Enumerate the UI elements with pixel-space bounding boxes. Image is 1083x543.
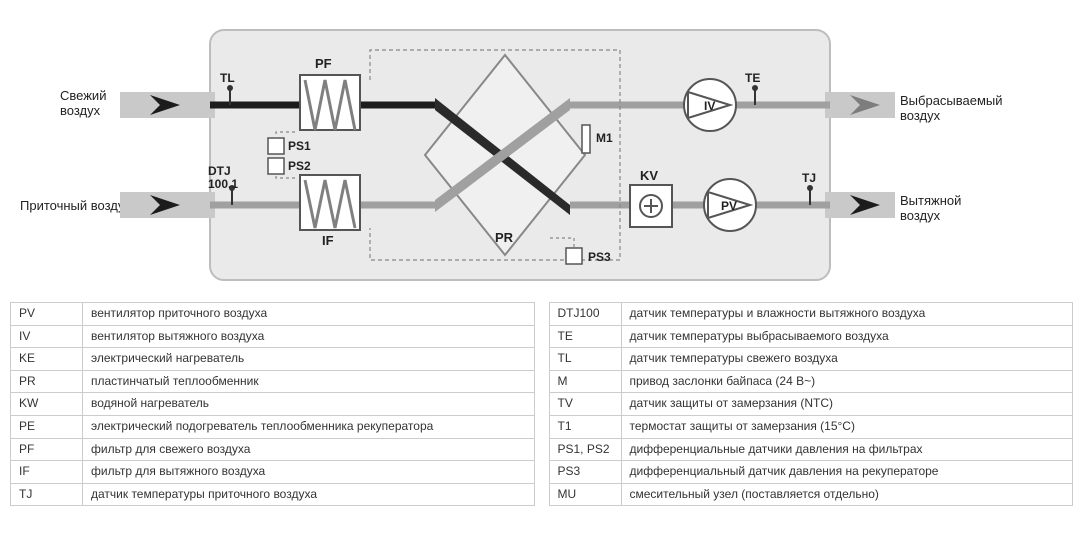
tl-probe	[227, 85, 233, 91]
legend-desc: электрический подогреватель теплообменни…	[83, 415, 535, 438]
table-row: TJдатчик температуры приточного воздуха	[11, 483, 535, 506]
legend-desc: дифференциальные датчики давления на фил…	[621, 438, 1073, 461]
table-row: TVдатчик защиты от замерзания (NTC)	[549, 393, 1073, 416]
table-row: PS1, PS2дифференциальные датчики давлени…	[549, 438, 1073, 461]
label-dtj: DTJ 100.1	[208, 164, 238, 191]
table-row: KWводяной нагреватель	[11, 393, 535, 416]
fan-iv: IV	[684, 79, 736, 131]
table-row: TEдатчик температуры выбрасываемого возд…	[549, 325, 1073, 348]
legend-desc: датчик температуры выбрасываемого воздух…	[621, 325, 1073, 348]
legend-desc: датчик температуры свежего воздуха	[621, 348, 1073, 371]
legend-code: PV	[11, 303, 83, 326]
legend-code: MU	[549, 483, 621, 506]
table-row: PVвентилятор приточного воздуха	[11, 303, 535, 326]
legend-code: PR	[11, 370, 83, 393]
table-row: Mпривод заслонки байпаса (24 В~)	[549, 370, 1073, 393]
svg-text:PF: PF	[315, 56, 332, 71]
legend-desc: датчик температуры и влажности вытяжного…	[621, 303, 1073, 326]
legend-tables: PVвентилятор приточного воздухаIVвентиля…	[10, 302, 1073, 506]
table-row: MUсмесительный узел (поставляется отдель…	[549, 483, 1073, 506]
legend-desc: водяной нагреватель	[83, 393, 535, 416]
legend-code: KE	[11, 348, 83, 371]
label-exhaust-air: Выбрасываемый воздух	[900, 93, 1006, 123]
label-fresh-air: Свежий воздух	[60, 88, 110, 118]
label-ps2: PS2	[288, 159, 311, 173]
legend-code: TV	[549, 393, 621, 416]
legend-desc: электрический нагреватель	[83, 348, 535, 371]
svg-text:IF: IF	[322, 233, 334, 248]
tj-probe	[807, 185, 813, 191]
te-probe	[752, 85, 758, 91]
legend-desc: пластинчатый теплообменник	[83, 370, 535, 393]
legend-code: PS3	[549, 461, 621, 484]
legend-code: TJ	[11, 483, 83, 506]
svg-text:KV: KV	[640, 168, 658, 183]
label-m1: M1	[596, 131, 613, 145]
legend-code: PE	[11, 415, 83, 438]
svg-text:PR: PR	[495, 230, 514, 245]
legend-desc: датчик температуры приточного воздуха	[83, 483, 535, 506]
label-extract-air: Вытяжной воздух	[900, 193, 965, 223]
legend-desc: термостат защиты от замерзания (15°C)	[621, 415, 1073, 438]
table-row: PS3дифференциальный датчик давления на р…	[549, 461, 1073, 484]
legend-desc: смесительный узел (поставляется отдельно…	[621, 483, 1073, 506]
diagram-svg: Свежий воздух Приточный воздух Выбрасыва…	[10, 10, 1073, 290]
ps2-box	[268, 158, 284, 174]
table-row: TLдатчик температуры свежего воздуха	[549, 348, 1073, 371]
legend-code: PS1, PS2	[549, 438, 621, 461]
legend-code: DTJ100	[549, 303, 621, 326]
table-row: DTJ100датчик температуры и влажности выт…	[549, 303, 1073, 326]
label-tj: TJ	[802, 171, 816, 185]
legend-code: M	[549, 370, 621, 393]
svg-text:IV: IV	[704, 99, 715, 113]
legend-code: T1	[549, 415, 621, 438]
legend-code: IV	[11, 325, 83, 348]
legend-desc: фильтр для свежего воздуха	[83, 438, 535, 461]
legend-desc: дифференциальный датчик давления на реку…	[621, 461, 1073, 484]
ps1-box	[268, 138, 284, 154]
table-row: T1термостат защиты от замерзания (15°C)	[549, 415, 1073, 438]
fan-pv: PV	[704, 179, 756, 231]
hvac-diagram: Свежий воздух Приточный воздух Выбрасыва…	[10, 10, 1073, 290]
table-row: PFфильтр для свежего воздуха	[11, 438, 535, 461]
label-tl: TL	[220, 71, 235, 85]
legend-table-right: DTJ100датчик температуры и влажности выт…	[549, 302, 1074, 506]
label-ps3: PS3	[588, 250, 611, 264]
label-supply-air: Приточный воздух	[20, 198, 131, 213]
table-row: PEэлектрический подогреватель теплообмен…	[11, 415, 535, 438]
table-row: KEэлектрический нагреватель	[11, 348, 535, 371]
legend-code: IF	[11, 461, 83, 484]
legend-code: PF	[11, 438, 83, 461]
legend-desc: фильтр для вытяжного воздуха	[83, 461, 535, 484]
table-row: IVвентилятор вытяжного воздуха	[11, 325, 535, 348]
legend-code: TL	[549, 348, 621, 371]
label-te: TE	[745, 71, 760, 85]
label-ps1: PS1	[288, 139, 311, 153]
legend-desc: вентилятор вытяжного воздуха	[83, 325, 535, 348]
legend-desc: вентилятор приточного воздуха	[83, 303, 535, 326]
legend-desc: датчик защиты от замерзания (NTC)	[621, 393, 1073, 416]
ps3-box	[566, 248, 582, 264]
legend-table-left: PVвентилятор приточного воздухаIVвентиля…	[10, 302, 535, 506]
legend-code: TE	[549, 325, 621, 348]
table-row: PRпластинчатый теплообменник	[11, 370, 535, 393]
table-row: IFфильтр для вытяжного воздуха	[11, 461, 535, 484]
bypass-damper	[582, 125, 590, 153]
svg-text:PV: PV	[721, 199, 737, 213]
legend-code: KW	[11, 393, 83, 416]
legend-desc: привод заслонки байпаса (24 В~)	[621, 370, 1073, 393]
